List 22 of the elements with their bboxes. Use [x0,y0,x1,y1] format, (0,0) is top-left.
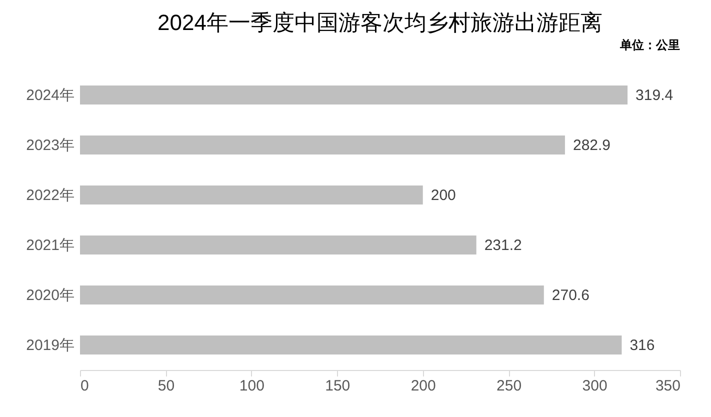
y-tick-label: 2020年 [26,287,74,304]
x-tick-label: 100 [239,378,264,394]
data-label: 270.6 [552,287,590,304]
x-tick-label: 300 [582,378,608,394]
y-tick-label: 2022年 [26,187,74,204]
text: 单位：公里 [619,38,680,52]
x-tick-label: 250 [496,378,522,394]
y-tick-label: 2023年 [26,137,74,154]
data-label: 282.9 [572,137,611,154]
chart-title: 2024年一季度中国游客次均乡村旅游出游距离 [158,10,602,35]
data-label: 319.4 [636,87,674,104]
x-tick-label: 350 [655,378,680,394]
x-tick-label: 200 [410,378,436,394]
x-tick-label: 0 [80,378,89,394]
data-label: 316 [630,337,655,354]
y-tick-label: 2024年 [26,87,74,104]
y-tick-label: 2021年 [26,237,74,254]
y-tick-label: 2019年 [26,337,74,354]
data-label: 200 [430,187,456,204]
data-label: 231.2 [484,237,522,254]
x-tick-label: 50 [158,378,175,394]
x-tick-label: 150 [325,378,350,394]
